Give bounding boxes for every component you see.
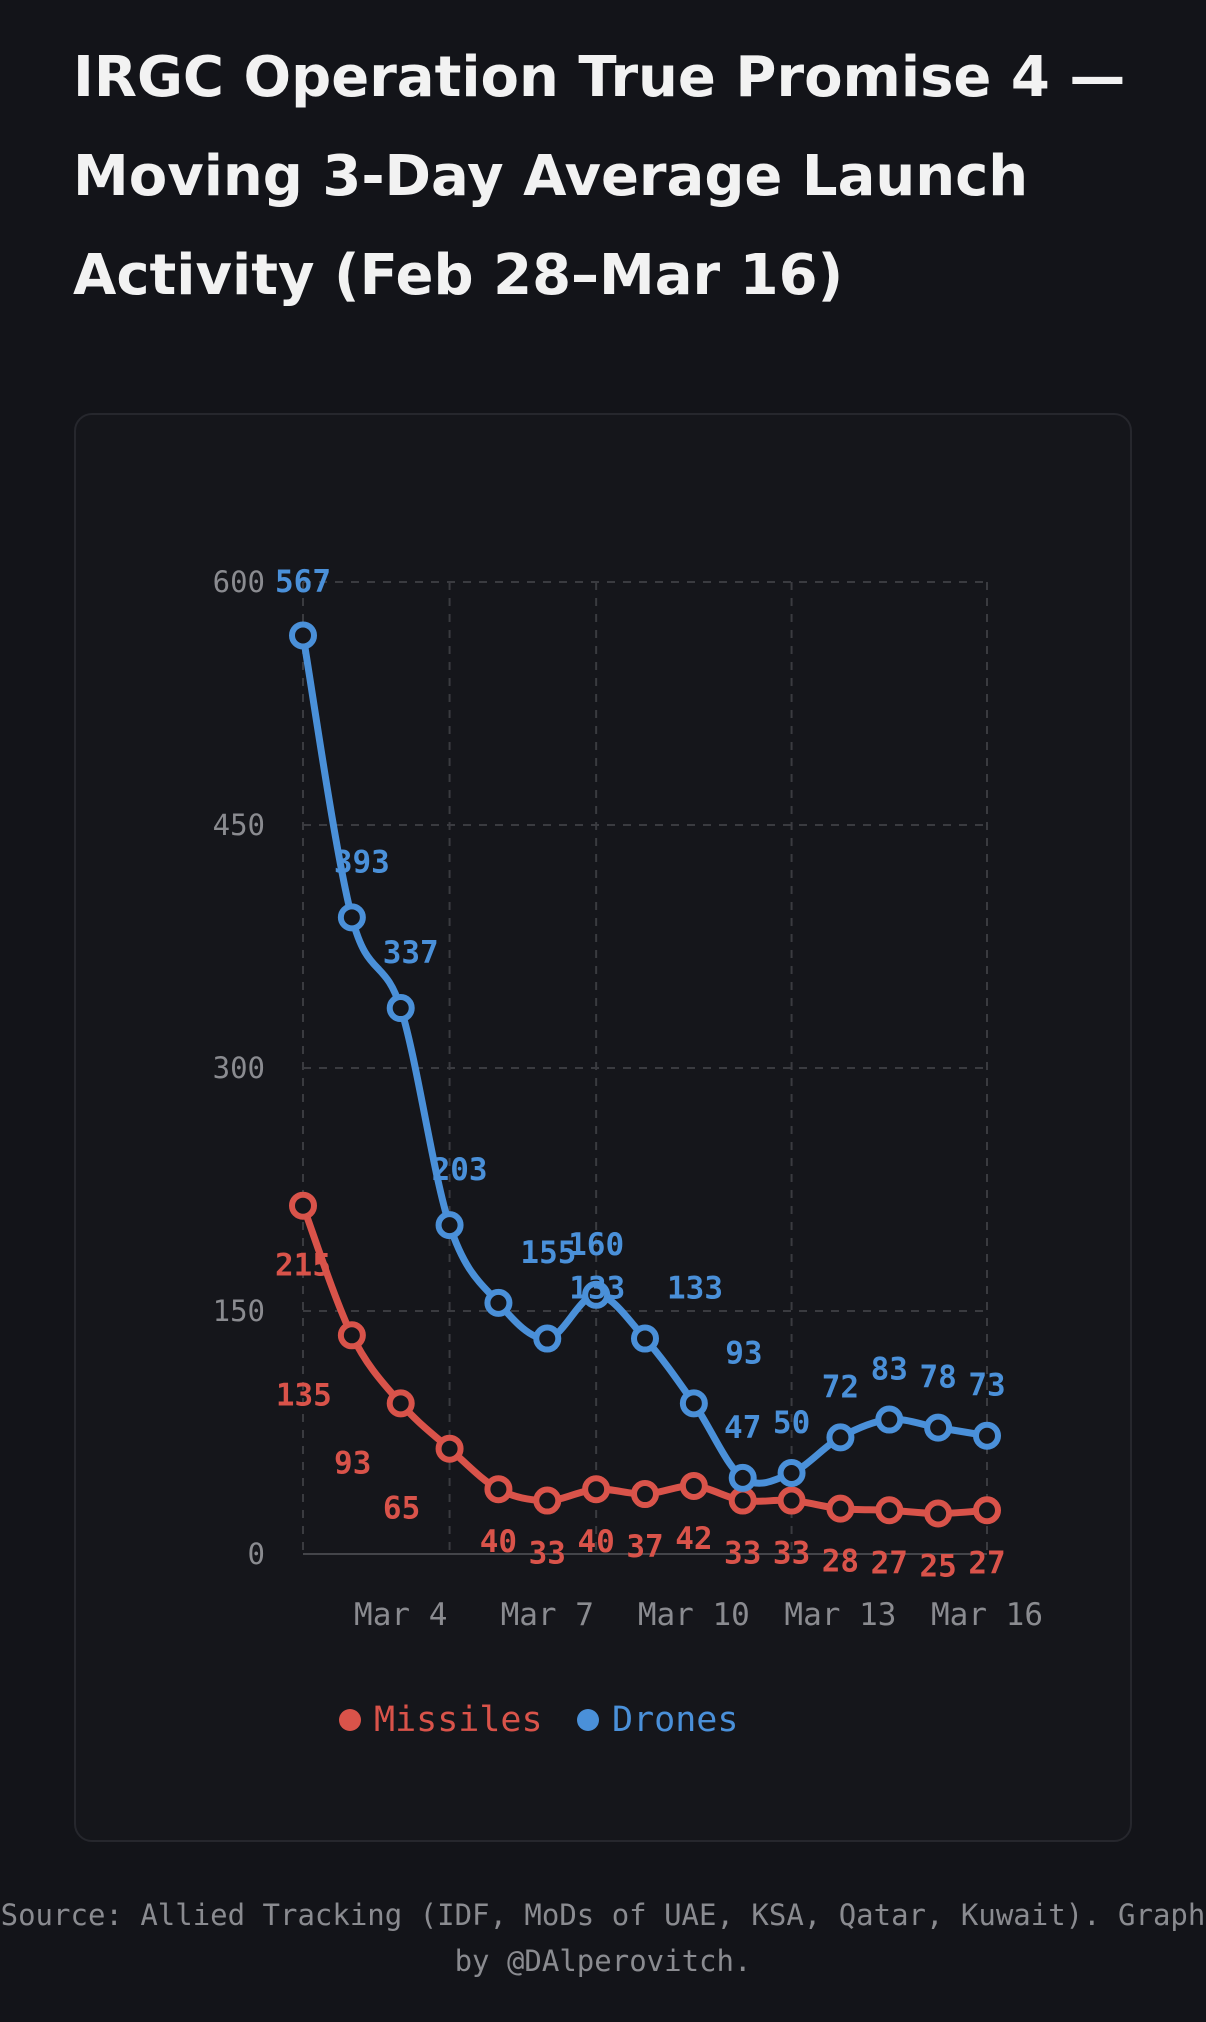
missiles-data-label: 33: [773, 1536, 810, 1572]
y-tick-label: 450: [213, 808, 265, 842]
drones-point: [826, 1423, 855, 1452]
drones-point: [337, 903, 366, 932]
drones-point: [679, 1389, 708, 1418]
x-tick-label: Mar 10: [638, 1597, 750, 1633]
drones-point: [289, 621, 317, 650]
missiles-point: [289, 1191, 317, 1220]
missiles-point: [679, 1471, 708, 1500]
drones-data-label: 160: [568, 1227, 624, 1263]
missiles-legend-label: Missiles: [374, 1700, 543, 1740]
drones-point: [386, 994, 415, 1023]
y-tick-label: 600: [213, 565, 265, 599]
drones-point: [973, 1421, 1001, 1450]
drones-point: [924, 1413, 953, 1442]
drones-data-label: 73: [968, 1368, 1005, 1404]
missiles-data-label: 37: [626, 1529, 663, 1565]
drones-data-label: 50: [773, 1405, 810, 1441]
missiles-point: [582, 1475, 611, 1504]
missiles-point: [386, 1389, 415, 1418]
missiles-point: [777, 1486, 806, 1515]
source-note: Source: Allied Tracking (IDF, MoDs of UA…: [0, 1898, 1206, 1978]
missiles-data-label: 93: [334, 1445, 371, 1481]
missiles-legend-marker: [339, 1709, 361, 1731]
missiles-data-label: 40: [577, 1524, 614, 1560]
missiles-point: [924, 1499, 953, 1528]
y-tick-label: 0: [248, 1537, 265, 1571]
drones-legend-marker: [577, 1709, 599, 1731]
missiles-data-label: 65: [383, 1491, 420, 1527]
drones-data-label: 337: [383, 935, 439, 971]
missiles-point: [533, 1486, 562, 1515]
drones-data-label: 83: [871, 1352, 908, 1388]
missiles-point: [631, 1480, 659, 1509]
drones-data-label: 133: [667, 1271, 723, 1307]
drones-point: [777, 1459, 806, 1487]
drones-legend-label: Drones: [612, 1700, 738, 1740]
drones-point: [533, 1324, 562, 1353]
missiles-point: [337, 1321, 366, 1350]
missiles-point: [484, 1475, 513, 1504]
x-tick-label: Mar 13: [784, 1597, 896, 1633]
drones-data-label: 72: [822, 1369, 859, 1405]
drones-data-label: 393: [334, 844, 390, 880]
missiles-point: [728, 1486, 757, 1515]
y-tick-label: 300: [213, 1051, 265, 1085]
missiles-data-label: 28: [822, 1544, 859, 1580]
missiles-point: [973, 1496, 1001, 1525]
drones-point: [435, 1211, 464, 1240]
missiles-data-label: 27: [871, 1545, 908, 1581]
drones-data-label: 567: [275, 564, 331, 600]
missiles-data-label: 33: [724, 1536, 761, 1572]
x-tick-label: Mar 4: [354, 1597, 447, 1633]
drones-point: [631, 1324, 659, 1353]
missiles-data-label: 27: [968, 1545, 1005, 1581]
chart-title: IRGC Operation True Promise 4 — Moving 3…: [73, 45, 1126, 308]
drones-point: [484, 1288, 513, 1317]
missiles-point: [875, 1496, 904, 1525]
drones-point: [728, 1463, 757, 1492]
missiles-data-label: 40: [480, 1524, 517, 1560]
drones-data-label: 93: [725, 1335, 762, 1371]
drones-data-label: 47: [724, 1410, 761, 1446]
x-tick-label: Mar 16: [931, 1597, 1043, 1633]
missiles-data-label: 42: [675, 1521, 712, 1557]
chart-card: [74, 413, 1132, 1842]
missiles-data-label: 215: [275, 1248, 331, 1284]
drones-data-label: 155: [520, 1235, 576, 1271]
drones-data-label: 203: [432, 1152, 488, 1188]
x-tick-label: Mar 7: [501, 1597, 594, 1633]
y-tick-label: 150: [213, 1294, 265, 1328]
missiles-data-label: 135: [276, 1377, 332, 1413]
missiles-point: [826, 1494, 855, 1523]
drones-data-label: 133: [569, 1271, 625, 1307]
missiles-data-label: 33: [529, 1536, 566, 1572]
missiles-point: [435, 1434, 464, 1463]
missiles-data-label: 25: [919, 1549, 956, 1585]
drones-point: [875, 1405, 904, 1434]
drones-point: [582, 1280, 611, 1309]
drones-data-label: 78: [919, 1360, 956, 1396]
